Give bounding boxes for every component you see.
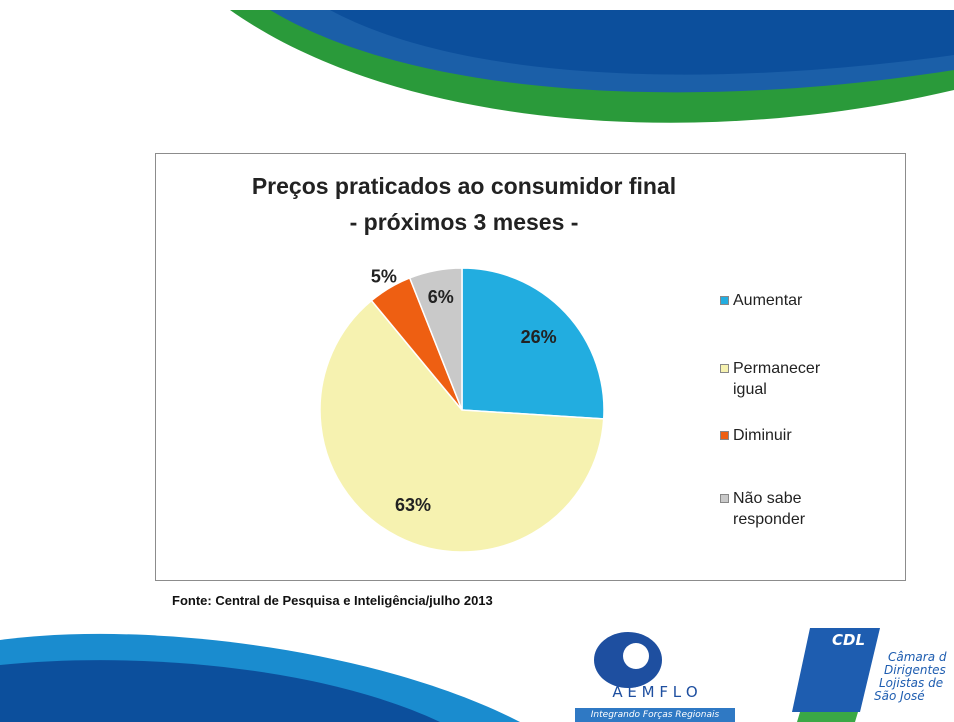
chart-frame bbox=[155, 153, 906, 581]
legend-label: Aumentar bbox=[733, 292, 803, 309]
blue-swoosh-dark bbox=[330, 10, 954, 75]
source: Fonte: Central de Pesquisa e Inteligênci… bbox=[172, 593, 493, 608]
cdl-name: Câmara d bbox=[888, 650, 947, 664]
aemflo-tagline: Integrando Forças Regionais bbox=[591, 710, 720, 720]
pie-slice bbox=[461, 267, 605, 420]
aemflo-text: A E M F L O bbox=[612, 683, 697, 701]
data-label: 26% bbox=[521, 327, 557, 347]
legend-item: Permanecer igual bbox=[720, 358, 840, 400]
cdl-name: Lojistas de bbox=[879, 676, 943, 690]
legend-item: Diminuir bbox=[720, 425, 840, 446]
data-label: 5% bbox=[371, 267, 397, 287]
cdl-name: São José bbox=[874, 689, 925, 703]
aemflo-band bbox=[575, 708, 735, 722]
aemflo-mark-inner bbox=[623, 643, 649, 669]
pie-slice bbox=[408, 267, 463, 411]
pie-slice bbox=[319, 299, 605, 553]
legend-label: Permanecer igual bbox=[733, 360, 821, 398]
cdl-green bbox=[797, 712, 858, 722]
bottom-swoosh-dark bbox=[0, 660, 440, 722]
legend-swatch bbox=[720, 431, 729, 440]
legend-item: Não sabe responder bbox=[720, 488, 840, 530]
legend-swatch bbox=[720, 494, 729, 503]
cdl-mark bbox=[792, 628, 880, 712]
cdl-text: CDL bbox=[832, 631, 865, 649]
legend-item: Aumentar bbox=[720, 290, 840, 311]
chart-subtitle: - próximos 3 meses - bbox=[349, 209, 579, 235]
data-label: 6% bbox=[428, 287, 454, 307]
chart-title: Preços praticados ao consumidor final bbox=[251, 173, 677, 199]
data-label: 63% bbox=[395, 495, 431, 515]
legend-label: Não sabe responder bbox=[733, 490, 806, 528]
legend-swatch bbox=[720, 364, 729, 373]
legend-swatch bbox=[720, 296, 729, 305]
cdl-name: Dirigentes bbox=[884, 663, 946, 677]
legend-label: Diminuir bbox=[733, 427, 792, 444]
